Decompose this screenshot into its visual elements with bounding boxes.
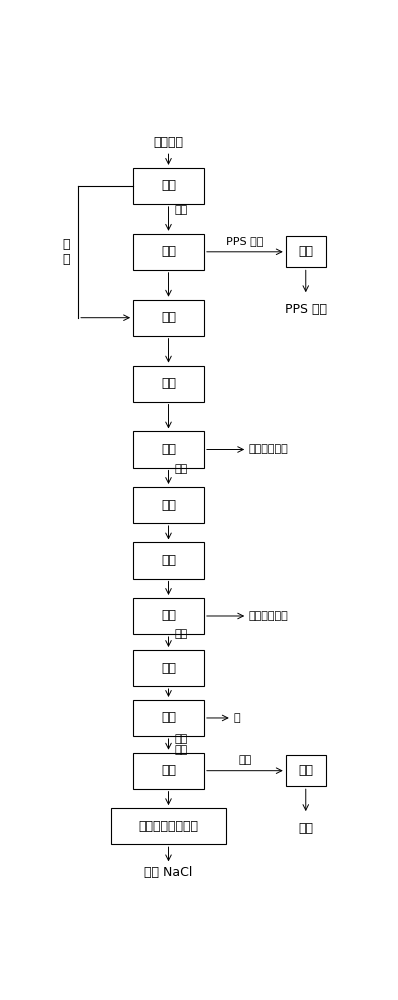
Text: 过滤: 过滤: [161, 764, 176, 777]
Bar: [133, 366, 204, 402]
Bar: [133, 431, 204, 468]
Bar: [133, 598, 204, 634]
Text: 过滤: 过滤: [161, 609, 176, 622]
Bar: [286, 755, 326, 786]
Bar: [133, 300, 204, 336]
Bar: [133, 234, 204, 270]
Bar: [133, 700, 204, 736]
Bar: [111, 808, 226, 844]
Text: 低分子聚合物: 低分子聚合物: [249, 611, 289, 621]
Text: PPS 成品: PPS 成品: [285, 303, 327, 316]
Text: 干燥: 干燥: [298, 245, 313, 258]
Text: 洗涤: 洗涤: [161, 245, 176, 258]
Text: 滤液: 滤液: [238, 755, 252, 765]
Text: 过滤: 过滤: [161, 179, 176, 192]
Bar: [133, 753, 204, 789]
Text: 滤液: 滤液: [174, 464, 187, 474]
Text: PPS 湿料: PPS 湿料: [226, 236, 263, 246]
Text: 混合: 混合: [161, 311, 176, 324]
Text: 水: 水: [233, 713, 240, 723]
Text: 滤饼: 滤饼: [174, 205, 187, 215]
Text: 酸化: 酸化: [161, 499, 176, 512]
Text: 精馏: 精馏: [161, 711, 176, 724]
Text: 低分子聚合物: 低分子聚合物: [249, 445, 289, 455]
Text: 洗涤、脱水、干燥: 洗涤、脱水、干燥: [139, 820, 199, 833]
Text: 曝气: 曝气: [161, 554, 176, 567]
Text: 副产 NaCl: 副产 NaCl: [144, 866, 193, 879]
Text: 滤
液: 滤 液: [62, 238, 70, 266]
Bar: [286, 236, 326, 267]
Text: 蒸发: 蒸发: [298, 764, 313, 777]
Text: 滤液: 滤液: [174, 629, 187, 639]
Bar: [133, 650, 204, 686]
Bar: [133, 487, 204, 523]
Bar: [133, 168, 204, 204]
Text: 中和: 中和: [161, 662, 176, 675]
Bar: [133, 542, 204, 579]
Text: 混合料浆: 混合料浆: [154, 136, 183, 149]
Text: 塔釜
产物: 塔釜 产物: [174, 734, 187, 755]
Text: 溶剂: 溶剂: [298, 822, 313, 835]
Text: 过滤: 过滤: [161, 443, 176, 456]
Text: 沉降: 沉降: [161, 377, 176, 390]
